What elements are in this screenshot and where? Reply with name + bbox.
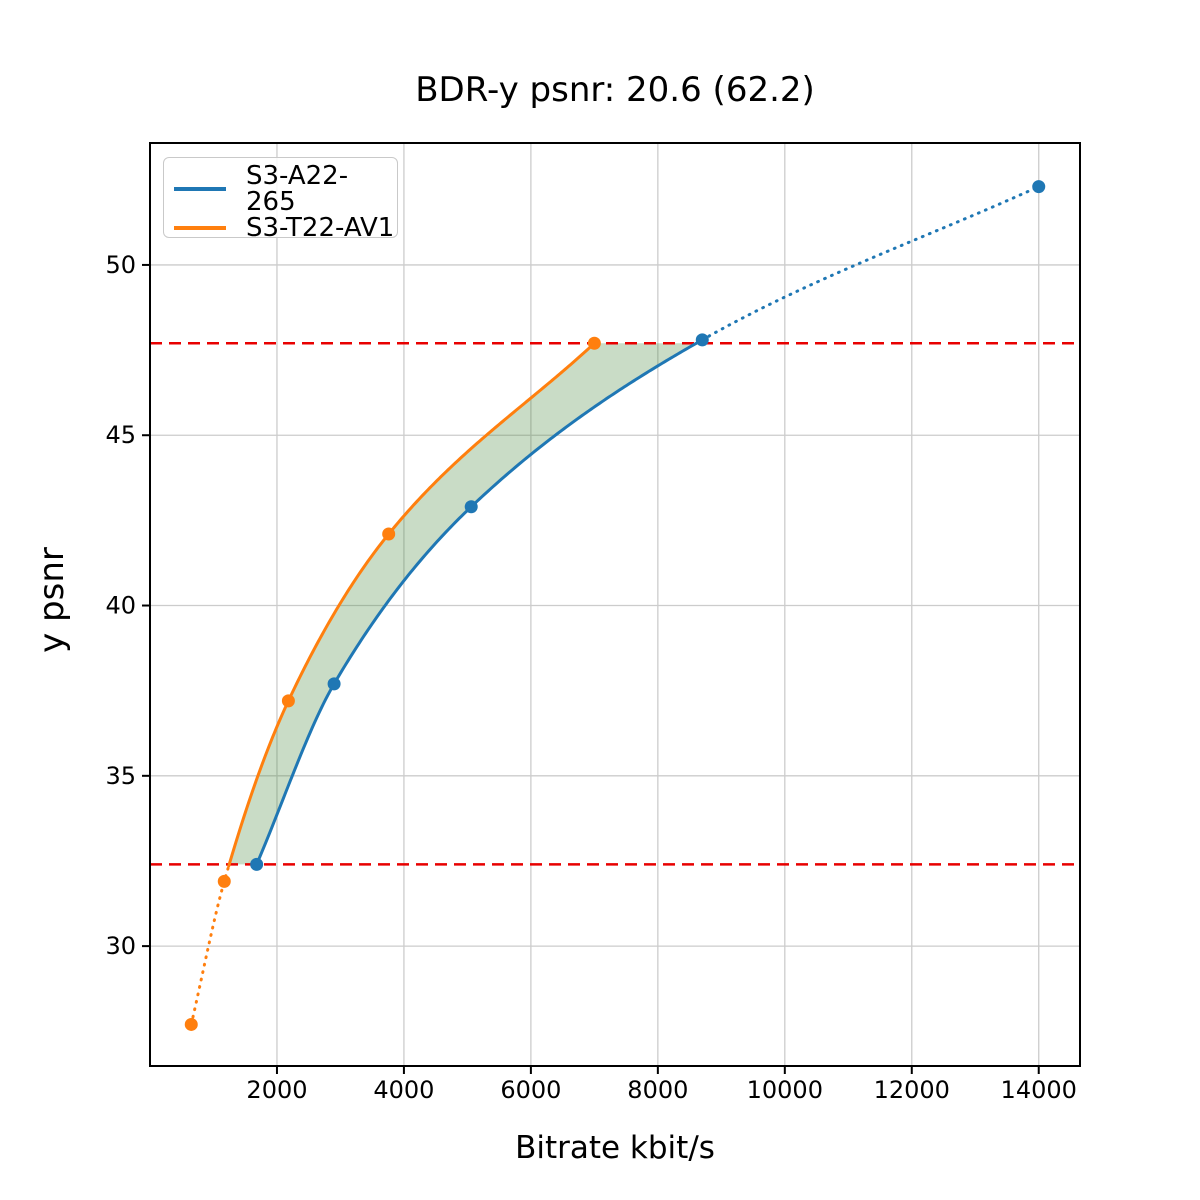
data-point-S3-T22-AV1 — [382, 527, 396, 541]
data-point-S3-A22-265 — [695, 333, 709, 347]
y-tick-label: 40 — [105, 592, 136, 620]
data-point-S3-T22-AV1 — [281, 694, 295, 708]
x-tick-label: 4000 — [373, 1076, 434, 1104]
legend-line-swatch — [174, 187, 226, 191]
curve-dotted-S3-T22-AV1 — [189, 864, 231, 1026]
bd-shaded-region — [229, 343, 697, 865]
legend-item: S3-A22-265 — [164, 163, 397, 215]
data-point-S3-T22-AV1 — [184, 1017, 198, 1031]
data-point-S3-T22-AV1 — [217, 874, 231, 888]
x-tick-label: 12000 — [874, 1076, 950, 1104]
curve-dotted-S3-A22-265 — [700, 185, 1041, 342]
x-tick-label: 2000 — [246, 1076, 307, 1104]
data-point-S3-A22-265 — [250, 857, 264, 871]
chart-title: BDR-y psnr: 20.6 (62.2) — [415, 70, 815, 110]
y-tick-label: 45 — [105, 421, 136, 449]
x-axis-label: Bitrate kbit/s — [515, 1130, 715, 1166]
x-tick-label: 6000 — [500, 1076, 561, 1104]
legend-item: S3-T22-AV1 — [164, 215, 397, 241]
data-point-S3-A22-265 — [327, 677, 341, 691]
legend: S3-A22-265 S3-T22-AV1 — [163, 157, 398, 241]
y-tick-label: 30 — [105, 932, 136, 960]
plot-border — [149, 142, 1081, 1067]
data-point-S3-A22-265 — [464, 500, 478, 514]
legend-line-swatch — [174, 226, 226, 230]
x-tick-label: 10000 — [747, 1076, 823, 1104]
y-tick-label: 35 — [105, 762, 136, 790]
curve-solid-S3-A22-265 — [255, 338, 704, 866]
data-point-S3-T22-AV1 — [587, 336, 601, 350]
y-axis-label: y psnr — [32, 547, 72, 653]
x-tick-label: 14000 — [1001, 1076, 1077, 1104]
legend-label: S3-T22-AV1 — [246, 213, 395, 243]
legend-label: S3-A22-265 — [246, 161, 349, 217]
data-point-S3-A22-265 — [1032, 180, 1046, 194]
x-tick-label: 8000 — [627, 1076, 688, 1104]
y-tick-label: 50 — [105, 251, 136, 279]
